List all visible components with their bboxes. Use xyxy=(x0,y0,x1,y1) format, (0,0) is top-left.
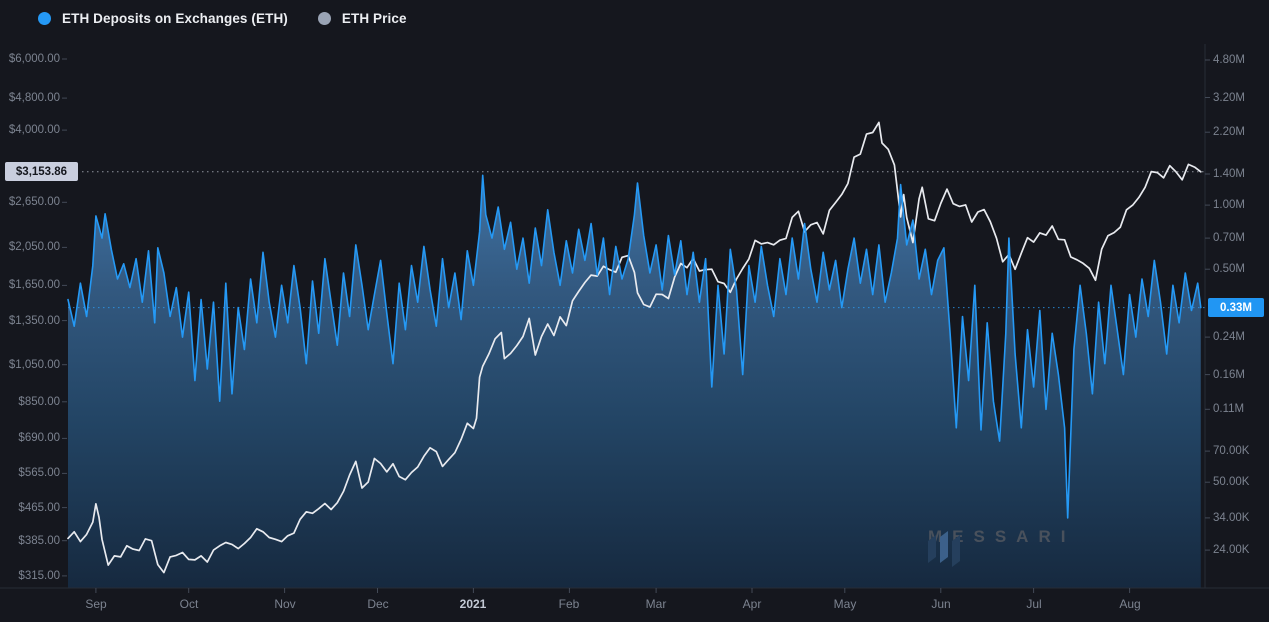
x-axis-tick: Mar xyxy=(645,597,667,611)
messari-logo-icon xyxy=(928,531,960,567)
right-axis-tick: 4.80M xyxy=(1213,54,1245,66)
legend-item-price[interactable]: ETH Price xyxy=(317,11,407,26)
left-axis-tick: $565.00 xyxy=(18,467,60,479)
deposits-current-value-label: 0.33M xyxy=(1208,298,1264,317)
deposits-line xyxy=(67,174,1202,519)
x-axis-tick: Jul xyxy=(1026,597,1042,611)
left-axis-tick: $2,650.00 xyxy=(8,196,60,208)
legend-label-price: ETH Price xyxy=(341,11,407,26)
x-axis-tick: Dec xyxy=(367,597,389,611)
messari-watermark: MESSARI xyxy=(928,527,1076,567)
right-axis-tick: 0.70M xyxy=(1213,232,1245,244)
x-axis-tick: Feb xyxy=(558,597,580,611)
right-axis-tick: 24.00K xyxy=(1213,544,1250,556)
right-axis-tick: 2.20M xyxy=(1213,126,1245,138)
x-axis-tick: Jun xyxy=(931,597,951,611)
right-axis-tick: 0.50M xyxy=(1213,263,1245,275)
left-axis-tick: $1,350.00 xyxy=(8,315,60,327)
right-axis-tick: 0.16M xyxy=(1213,369,1245,381)
legend-label-deposits: ETH Deposits on Exchanges (ETH) xyxy=(62,11,288,26)
deposits-area xyxy=(68,175,1201,589)
x-axis-tick: 2021 xyxy=(459,597,487,611)
right-axis-tick: 70.00K xyxy=(1213,445,1250,457)
left-axis-tick: $385.00 xyxy=(18,535,60,547)
left-axis-tick: $2,050.00 xyxy=(8,241,60,253)
x-axis-tick: Aug xyxy=(1119,597,1141,611)
left-axis-tick: $315.00 xyxy=(18,570,60,582)
x-axis-tick: May xyxy=(833,597,857,611)
x-axis-tick: Sep xyxy=(85,597,107,611)
left-axis-tick: $465.00 xyxy=(18,502,60,514)
left-axis-tick: $690.00 xyxy=(18,432,60,444)
left-axis-tick: $850.00 xyxy=(18,396,60,408)
price-series-dot-icon xyxy=(317,12,331,25)
right-axis-tick: 0.11M xyxy=(1213,403,1245,415)
left-axis-tick: $4,000.00 xyxy=(8,124,60,136)
right-axis-tick: 1.00M xyxy=(1213,199,1245,211)
deposits-series-dot-icon xyxy=(38,12,51,25)
legend-item-deposits[interactable]: ETH Deposits on Exchanges (ETH) xyxy=(38,11,288,26)
legend: ETH Deposits on Exchanges (ETH) ETH Pric… xyxy=(38,11,407,26)
x-axis-tick: Apr xyxy=(742,597,762,611)
left-axis-tick: $1,650.00 xyxy=(8,279,60,291)
right-axis-tick: 34.00K xyxy=(1213,512,1250,524)
left-axis-tick: $6,000.00 xyxy=(8,53,60,65)
left-axis-tick: $4,800.00 xyxy=(8,92,60,104)
left-axis-tick: $1,050.00 xyxy=(8,359,60,371)
right-axis-tick: 1.40M xyxy=(1213,168,1245,180)
price-current-value-label: $3,153.86 xyxy=(5,162,78,181)
right-axis-tick: 3.20M xyxy=(1213,92,1245,104)
x-axis-tick: Nov xyxy=(274,597,296,611)
right-axis-tick: 0.24M xyxy=(1213,331,1245,343)
price-line xyxy=(67,121,1202,574)
right-axis-tick: 50.00K xyxy=(1213,476,1250,488)
x-axis-tick: Oct xyxy=(179,597,199,611)
messari-watermark-text: MESSARI xyxy=(928,527,1076,546)
